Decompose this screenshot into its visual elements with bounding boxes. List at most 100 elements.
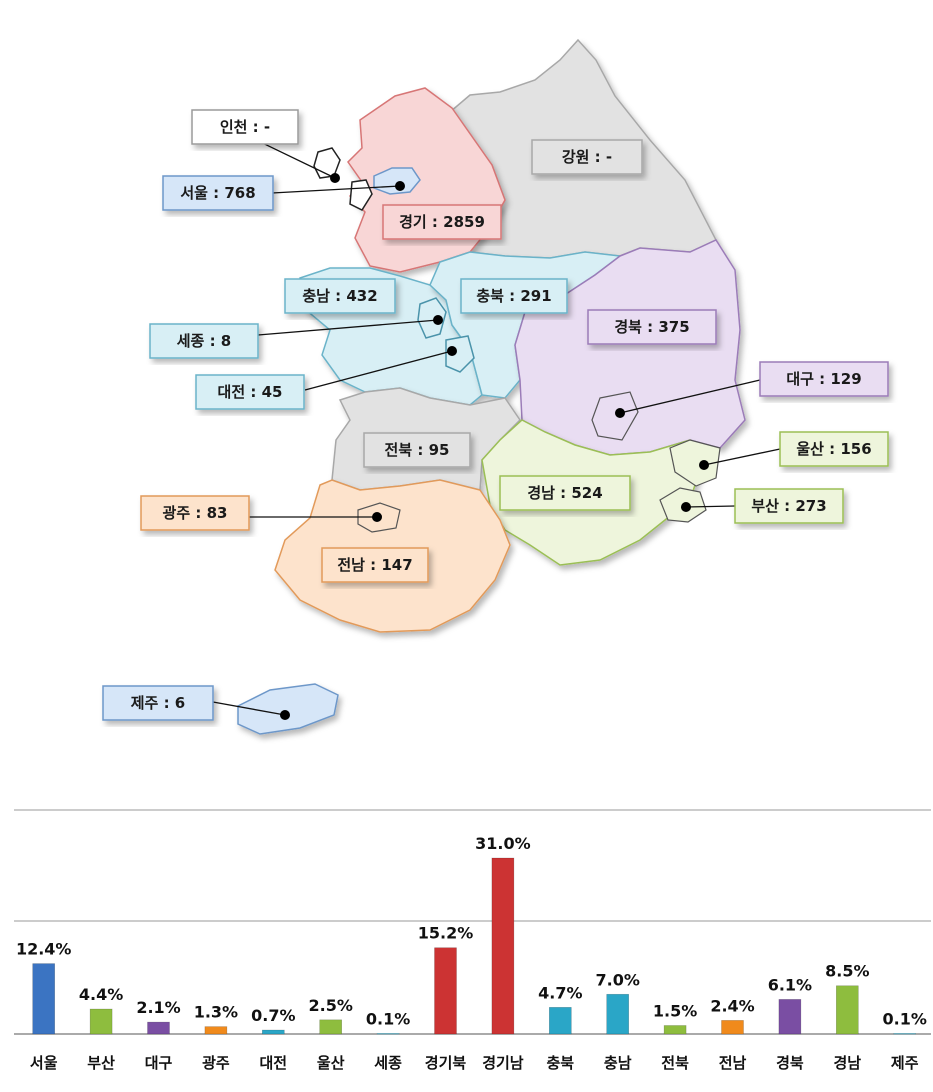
korea-region-map: 인천 : - 강원 : - 서울 : 768 경기 : 2859 충남 : 432 충북 … — [102, 38, 889, 735]
label-jeju: 제주 : 6 — [102, 685, 214, 721]
label-box-seoul — [162, 175, 274, 211]
label-box-daegu — [759, 361, 889, 397]
label-box-busan — [734, 488, 844, 524]
bar-10 — [606, 993, 630, 1035]
sejong-region — [417, 297, 447, 339]
x-tick-label: 세종 — [374, 1054, 402, 1072]
label-incheon: 인천 : - — [191, 109, 299, 145]
bar-value-label: 0.1% — [366, 1009, 410, 1028]
label-box-jeju — [102, 685, 214, 721]
leader-lines — [212, 137, 781, 716]
label-text-gyeongbuk: 경북 : 375 — [614, 318, 689, 336]
label-gwangju: 광주 : 83 — [140, 495, 250, 531]
label-box-ulsan — [779, 431, 889, 467]
label-sejong: 세종 : 8 — [149, 323, 259, 359]
bar-value-label: 6.1% — [768, 975, 812, 994]
x-tick-label: 충남 — [604, 1054, 632, 1072]
label-box-jeonnam — [321, 547, 429, 583]
bar-value-label: 2.5% — [309, 996, 353, 1015]
label-text-ulsan: 울산 : 156 — [796, 440, 871, 458]
x-tick-label: 대전 — [259, 1054, 287, 1072]
bar-value-label: 4.7% — [538, 983, 582, 1002]
x-tick-label: 경남 — [833, 1054, 861, 1072]
x-tick-label: 경북 — [776, 1054, 804, 1072]
label-text-chungnam: 충남 : 432 — [302, 287, 377, 305]
bar-value-label: 4.4% — [79, 985, 123, 1004]
bar-value-label: 0.1% — [883, 1009, 927, 1028]
label-box-gyeongnam — [499, 475, 631, 511]
label-seoul: 서울 : 768 — [162, 175, 274, 211]
label-box-gangwon — [531, 139, 643, 175]
bar-14 — [835, 985, 859, 1035]
bar-11 — [663, 1025, 687, 1035]
label-box-chungbuk — [460, 278, 568, 314]
x-tick-label: 충북 — [546, 1054, 574, 1072]
bar-value-label: 2.1% — [136, 998, 180, 1017]
x-tick-label: 서울 — [30, 1054, 58, 1072]
label-gyeongbuk: 경북 : 375 — [587, 309, 717, 345]
bar-12 — [721, 1020, 744, 1035]
label-text-sejong: 세종 : 8 — [177, 332, 231, 350]
label-text-gwangju: 광주 : 83 — [163, 504, 228, 522]
bars: 12.4% 서울 4.4% 부산 2.1% 대구 1.3% 광주 0.7% 대전 2.5% 울산 0.1… — [16, 834, 927, 1072]
bar-15 — [893, 1033, 917, 1035]
label-text-gyeongnam: 경남 : 524 — [527, 484, 602, 502]
label-box-jeonbuk — [363, 432, 471, 468]
bar-value-label: 12.4% — [16, 940, 72, 959]
label-text-jeonbuk: 전북 : 95 — [385, 441, 450, 459]
bar-7 — [434, 947, 457, 1035]
label-text-chungbuk: 충북 : 291 — [476, 287, 551, 305]
label-box-gwangju — [140, 495, 250, 531]
daejeon-region — [445, 335, 475, 373]
bar-value-label: 1.5% — [653, 1001, 697, 1020]
x-tick-label: 경기북 — [425, 1054, 467, 1072]
bar-value-label: 0.7% — [251, 1006, 295, 1025]
label-text-incheon: 인천 : - — [220, 118, 270, 136]
bar-8 — [491, 857, 515, 1035]
label-gyeongnam: 경남 : 524 — [499, 475, 631, 511]
label-text-gangwon: 강원 : - — [562, 148, 612, 166]
x-tick-label: 울산 — [317, 1054, 345, 1072]
label-box-sejong — [149, 323, 259, 359]
label-text-gyeonggi: 경기 : 2859 — [399, 213, 485, 231]
jeju-region — [237, 683, 339, 735]
label-gangwon: 강원 : - — [531, 139, 643, 175]
label-text-daegu: 대구 : 129 — [786, 370, 861, 388]
label-box-gyeongbuk — [587, 309, 717, 345]
bar-value-label: 7.0% — [596, 970, 640, 989]
bar-9 — [548, 1007, 572, 1035]
bar-6 — [376, 1033, 400, 1035]
bar-0 — [32, 963, 56, 1035]
bar-13 — [778, 999, 802, 1035]
x-tick-label: 광주 — [202, 1054, 230, 1072]
x-tick-label: 경기남 — [482, 1054, 524, 1072]
x-tick-label: 제주 — [891, 1054, 919, 1072]
bar-value-label: 15.2% — [418, 924, 474, 943]
label-text-jeju: 제주 : 6 — [131, 694, 185, 712]
bar-1 — [89, 1008, 113, 1035]
x-tick-label: 대구 — [145, 1054, 173, 1072]
label-daegu: 대구 : 129 — [759, 361, 889, 397]
regional-share-bar-chart: 12.4% 서울 4.4% 부산 2.1% 대구 1.3% 광주 0.7% 대전 2.5% 울산 0.1… — [14, 809, 931, 1072]
label-box-gyeonggi — [382, 204, 502, 240]
x-tick-label: 전남 — [719, 1054, 747, 1072]
bar-4 — [261, 1029, 285, 1035]
location-dots — [280, 173, 709, 720]
label-daejeon: 대전 : 45 — [195, 374, 305, 410]
label-chungbuk: 충북 : 291 — [460, 278, 568, 314]
label-text-daejeon: 대전 : 45 — [218, 383, 283, 401]
bar-value-label: 1.3% — [194, 1003, 238, 1022]
label-text-busan: 부산 : 273 — [751, 497, 826, 515]
region-labels: 인천 : - 강원 : - 서울 : 768 경기 : 2859 충남 : 432 충북 … — [102, 109, 889, 721]
ulsan-region — [669, 439, 721, 487]
daegu-region — [591, 391, 639, 441]
label-box-chungnam — [284, 278, 396, 314]
label-chungnam: 충남 : 432 — [284, 278, 396, 314]
bar-2 — [147, 1021, 170, 1035]
bar-value-label: 8.5% — [825, 962, 869, 981]
bar-5 — [319, 1019, 343, 1035]
label-jeonbuk: 전북 : 95 — [363, 432, 471, 468]
bar-3 — [204, 1026, 228, 1035]
x-tick-label: 전북 — [661, 1054, 689, 1072]
label-text-seoul: 서울 : 768 — [180, 184, 255, 202]
